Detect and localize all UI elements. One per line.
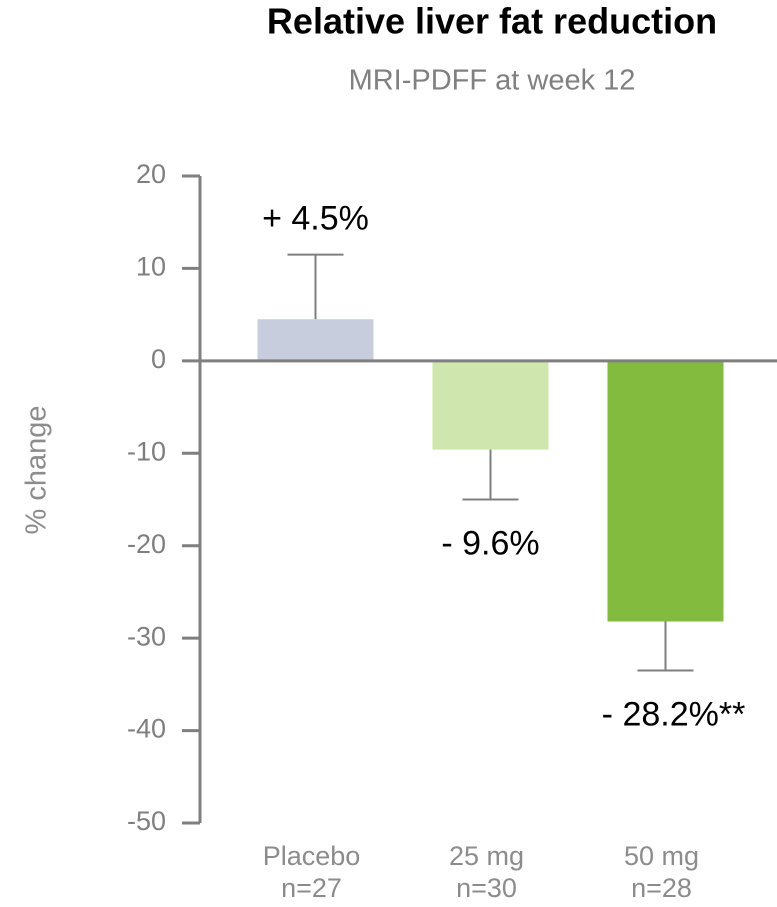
value-label: - 28.2%** — [602, 695, 746, 733]
x-tick-label: 25 mg — [449, 841, 524, 871]
y-tick-label: -10 — [127, 436, 166, 466]
y-tick-label: -50 — [127, 806, 166, 836]
y-tick-label: 10 — [136, 252, 166, 282]
value-label: + 4.5% — [262, 200, 369, 238]
y-tick-label: 20 — [136, 159, 166, 189]
sample-size-label: n=30 — [456, 873, 517, 903]
y-tick-label: 0 — [151, 344, 166, 374]
sample-size-label: n=28 — [631, 873, 692, 903]
bar — [607, 360, 724, 622]
bar — [432, 360, 549, 450]
value-label: - 9.6% — [441, 524, 539, 562]
y-tick-label: -40 — [127, 714, 166, 744]
y-tick-label: -30 — [127, 621, 166, 651]
x-tick-label: Placebo — [263, 841, 361, 871]
y-tick-label: -20 — [127, 529, 166, 559]
chart-title: Relative liver fat reduction — [267, 1, 717, 42]
sample-size-label: n=27 — [281, 873, 342, 903]
bar — [257, 319, 374, 361]
x-tick-label: 50 mg — [624, 841, 699, 871]
chart-subtitle: MRI-PDFF at week 12 — [349, 65, 636, 97]
y-axis-label: % change — [21, 406, 53, 535]
